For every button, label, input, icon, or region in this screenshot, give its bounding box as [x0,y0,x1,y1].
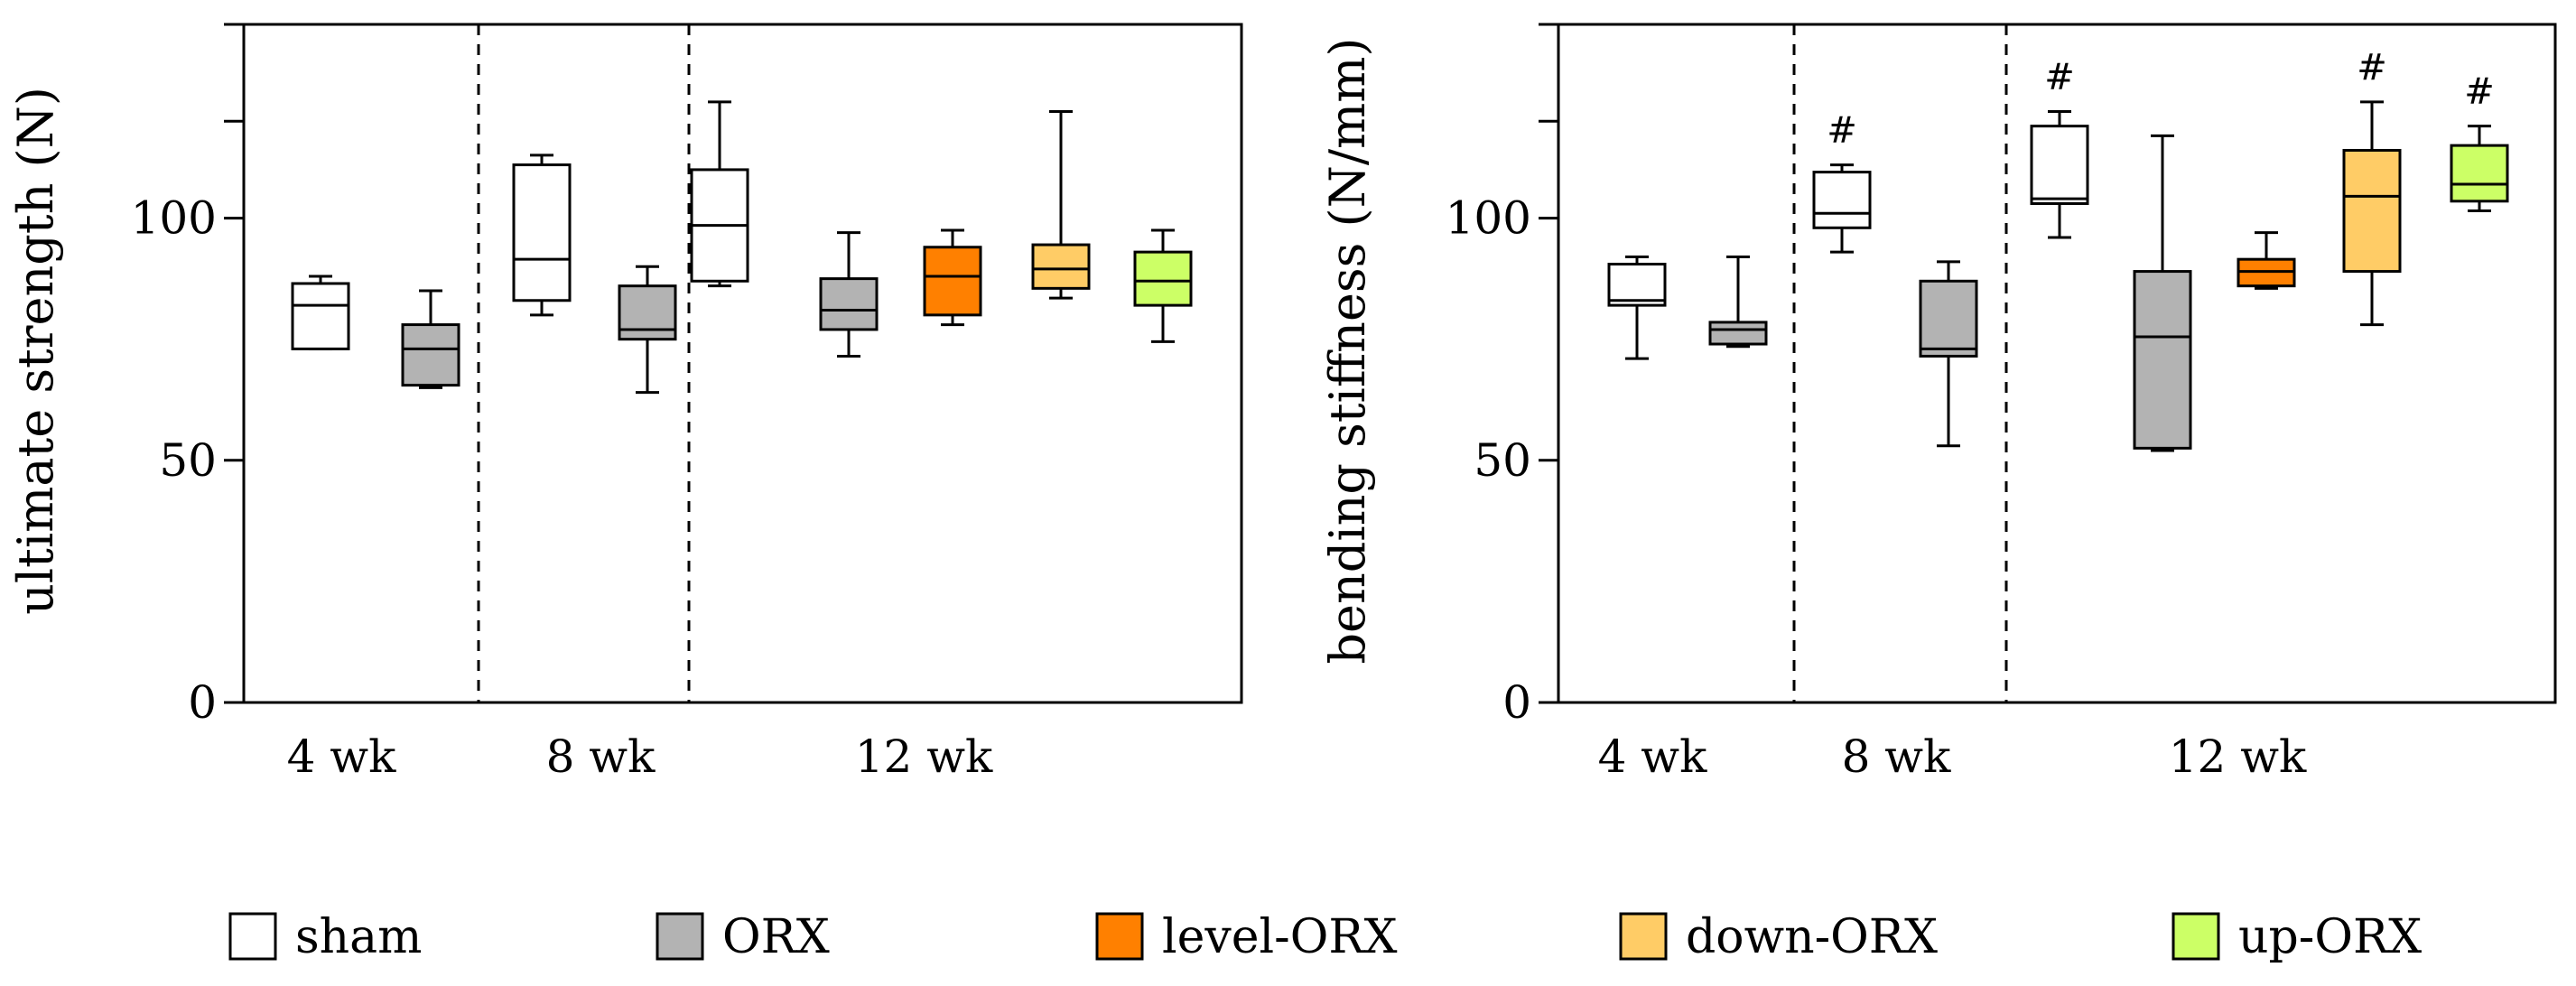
x-group-label: 12 wk [855,730,993,783]
box-iqr [2342,148,2402,274]
legend-label: down-ORX [1686,910,1938,964]
box-sham-4wk [291,274,350,350]
y-axis-title: ultimate strength (N) [7,87,64,615]
legend-item-ORX: ORX [656,910,830,964]
box-iqr [291,282,350,350]
box-iqr [2133,270,2192,450]
legend-item-level-ORX: level-ORX [1095,910,1398,964]
legend-label: up-ORX [2238,910,2422,964]
box-iqr [2030,125,2089,205]
box-ORX-12wk [819,231,879,358]
box-sham-12wk [690,100,749,288]
box-sham-12wk [2030,110,2089,239]
legend: sham ORX level-ORX down-ORX up-ORX [228,910,2422,964]
chart-panel-1: 0 50 100 4 wk 8 wk 12 wk ultimate strength (N) [7,23,1243,783]
box-up-ORX-12wk [1133,228,1193,343]
box-level-ORX-12wk [2237,231,2296,290]
x-group-label: 12 wk [2169,730,2307,783]
box-iqr [1133,250,1193,307]
y-tick-label: 100 [1446,192,1531,245]
box-iqr [1708,321,1768,346]
box-iqr [401,323,460,387]
box-sham-8wk [1812,163,1872,254]
box-iqr [819,277,879,331]
significance-mark: # [2464,71,2495,113]
legend-label: ORX [722,910,830,964]
box-ORX-12wk [2133,134,2192,452]
box-iqr [1919,279,1978,358]
y-tick-label: 50 [1474,434,1531,487]
legend-swatch [656,912,704,961]
box-level-ORX-12wk [923,228,982,327]
box-ORX-8wk [618,265,677,395]
y-tick-label: 0 [1502,676,1531,729]
box-ORX-4wk [1708,255,1768,349]
legend-swatch [228,912,277,961]
plot-frame [242,23,1243,704]
legend-swatch [1095,912,1144,961]
legend-label: level-ORX [1162,910,1398,964]
box-iqr [618,284,677,341]
y-tick-label: 0 [188,676,217,729]
box-ORX-8wk [1919,260,1978,448]
chart-panel-2: 0 50 100 # # # #4 wk 8 wk 12 wk bending stiffness… [1319,23,2557,783]
box-iqr [1031,243,1091,290]
plot-frame [1557,23,2557,704]
x-group-label: 8 wk [546,730,656,783]
y-axis-title: bending stiffness (N/mm) [1319,37,1376,664]
box-sham-4wk [1607,255,1667,360]
box-iqr [1607,263,1667,307]
box-iqr [923,246,982,317]
x-group-label: 4 wk [287,730,397,783]
box-sham-8wk [512,153,572,317]
x-group-label: 8 wk [1842,730,1952,783]
legend-label: sham [295,910,423,964]
box-up-ORX-12wk [2450,125,2509,213]
significance-mark: # [2044,57,2075,98]
legend-item-up-ORX: up-ORX [2171,910,2422,964]
legend-swatch [2171,912,2220,961]
box-iqr [1812,171,1872,229]
significance-mark: # [1827,110,1857,152]
box-iqr [512,163,572,302]
y-tick-label: 100 [131,192,217,245]
legend-item-down-ORX: down-ORX [1619,910,1938,964]
box-iqr [2450,144,2509,203]
legend-swatch [1619,912,1668,961]
y-tick-label: 50 [159,434,217,487]
x-group-label: 4 wk [1598,730,1708,783]
box-ORX-4wk [401,289,460,389]
box-down-ORX-12wk [2342,100,2402,327]
box-down-ORX-12wk [1031,110,1091,300]
legend-item-sham: sham [228,910,423,964]
significance-mark: # [2357,47,2387,88]
